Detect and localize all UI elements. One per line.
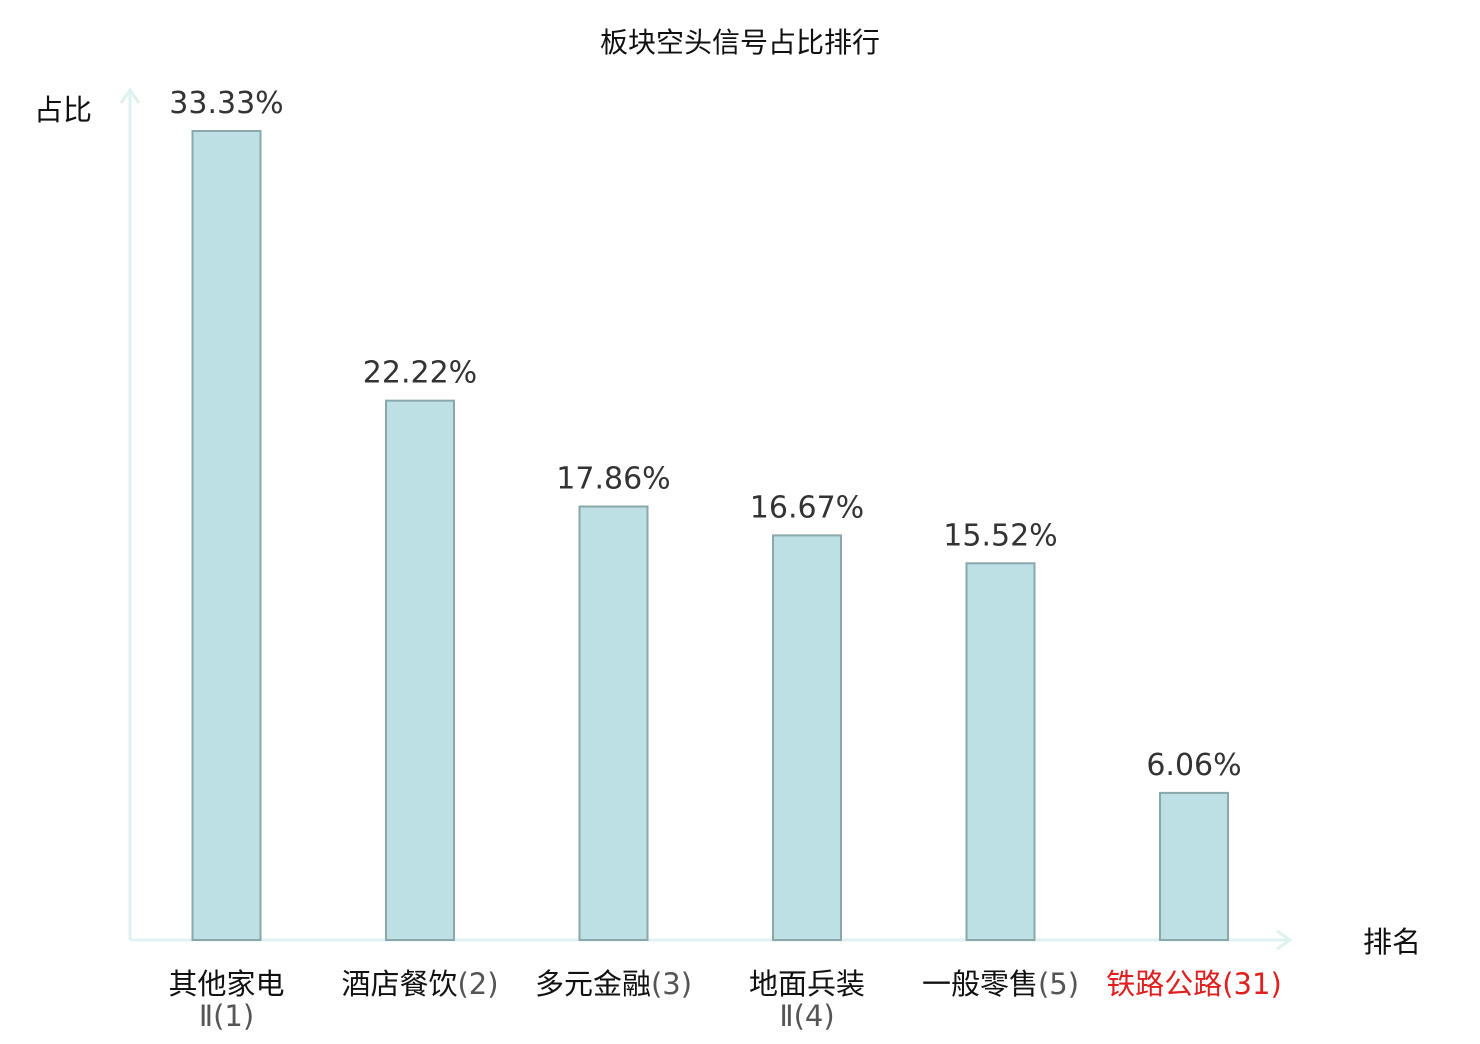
bar-5 [965, 562, 1036, 941]
category-rank: (5) [1038, 967, 1079, 1001]
category-label-6: 铁路公路(31) [1106, 967, 1282, 1001]
category-name: 多元金融 [535, 967, 651, 1001]
category-rank-line2-1: Ⅱ(1) [199, 999, 254, 1033]
value-label-5: 15.52% [943, 518, 1057, 553]
axes [119, 87, 1293, 951]
category-label-3: 多元金融(3) [535, 967, 692, 1001]
x-axis-arrow [1276, 929, 1293, 951]
value-label-6: 6.06% [1146, 748, 1241, 783]
category-name: 铁路公路 [1106, 967, 1222, 1001]
category-name: 酒店餐饮 [341, 967, 457, 1001]
value-label-2: 22.22% [363, 356, 477, 391]
category-label-1: 其他家电 [168, 967, 284, 1001]
y-axis-label: 占比 [34, 93, 92, 127]
category-name: 其他家电 [168, 967, 284, 1001]
bar-6 [1159, 791, 1229, 942]
chart-title: 板块空头信号占比排行 [600, 26, 880, 59]
category-rank-line2-4: Ⅱ(4) [779, 999, 834, 1033]
bar-1 [191, 130, 262, 941]
category-label-4: 地面兵装 [749, 967, 865, 1001]
x-axis-label: 排名 [1363, 925, 1421, 959]
category-label-5: 一般零售(5) [922, 967, 1079, 1001]
bars [191, 130, 1229, 942]
value-label-3: 17.86% [556, 461, 670, 496]
y-axis-arrow [119, 87, 141, 104]
category-rank: (31) [1222, 967, 1282, 1001]
bar-3 [578, 505, 649, 941]
category-rank: (3) [651, 967, 692, 1001]
bar-2 [385, 399, 455, 941]
value-labels: 33.33% 22.22% 17.86% 16.67% 15.52% 6.06% [169, 86, 1241, 783]
value-label-1: 33.33% [169, 86, 283, 121]
category-rank: (2) [457, 967, 498, 1001]
bar-4 [772, 534, 842, 942]
value-label-4: 16.67% [750, 490, 864, 525]
category-label-2: 酒店餐饮(2) [341, 967, 498, 1001]
category-name: 一般零售 [922, 967, 1038, 1001]
category-name: 地面兵装 [749, 967, 865, 1001]
